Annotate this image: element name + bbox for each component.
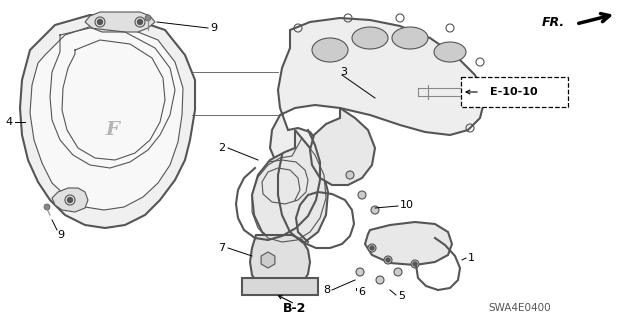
Circle shape — [384, 256, 392, 264]
Text: 9: 9 — [210, 23, 217, 33]
Circle shape — [413, 262, 417, 266]
Polygon shape — [52, 188, 88, 212]
Text: E-10-10: E-10-10 — [490, 87, 538, 97]
Circle shape — [371, 206, 379, 214]
Circle shape — [370, 246, 374, 250]
Circle shape — [386, 258, 390, 262]
Polygon shape — [250, 235, 310, 292]
Circle shape — [44, 204, 50, 210]
FancyBboxPatch shape — [461, 77, 568, 107]
Polygon shape — [30, 25, 183, 210]
Polygon shape — [252, 130, 328, 246]
Ellipse shape — [434, 42, 466, 62]
Polygon shape — [310, 108, 375, 185]
Circle shape — [411, 260, 419, 268]
Polygon shape — [261, 252, 275, 268]
Polygon shape — [270, 18, 485, 170]
Ellipse shape — [392, 27, 428, 49]
Text: 3: 3 — [340, 67, 347, 77]
Text: 10: 10 — [400, 200, 414, 210]
Text: 9: 9 — [57, 230, 64, 240]
Circle shape — [376, 276, 384, 284]
Circle shape — [97, 19, 102, 25]
Polygon shape — [20, 15, 195, 228]
Text: 6: 6 — [358, 287, 365, 297]
Text: 1: 1 — [468, 253, 475, 263]
Text: F: F — [105, 121, 119, 139]
Text: 5: 5 — [398, 291, 405, 301]
Circle shape — [356, 268, 364, 276]
Text: 8: 8 — [323, 285, 330, 295]
Circle shape — [368, 244, 376, 252]
Text: B-2: B-2 — [284, 301, 307, 315]
Text: FR.: FR. — [542, 16, 565, 28]
Polygon shape — [365, 222, 452, 265]
Ellipse shape — [352, 27, 388, 49]
Circle shape — [358, 191, 366, 199]
Circle shape — [394, 268, 402, 276]
Text: SWA4E0400: SWA4E0400 — [488, 303, 550, 313]
Text: 7: 7 — [218, 243, 225, 253]
Text: 2: 2 — [218, 143, 225, 153]
Circle shape — [138, 19, 143, 25]
Text: 4: 4 — [6, 117, 13, 127]
Polygon shape — [85, 12, 155, 32]
Circle shape — [145, 15, 151, 21]
Ellipse shape — [312, 38, 348, 62]
Circle shape — [67, 197, 72, 203]
Polygon shape — [242, 278, 318, 295]
Circle shape — [346, 171, 354, 179]
